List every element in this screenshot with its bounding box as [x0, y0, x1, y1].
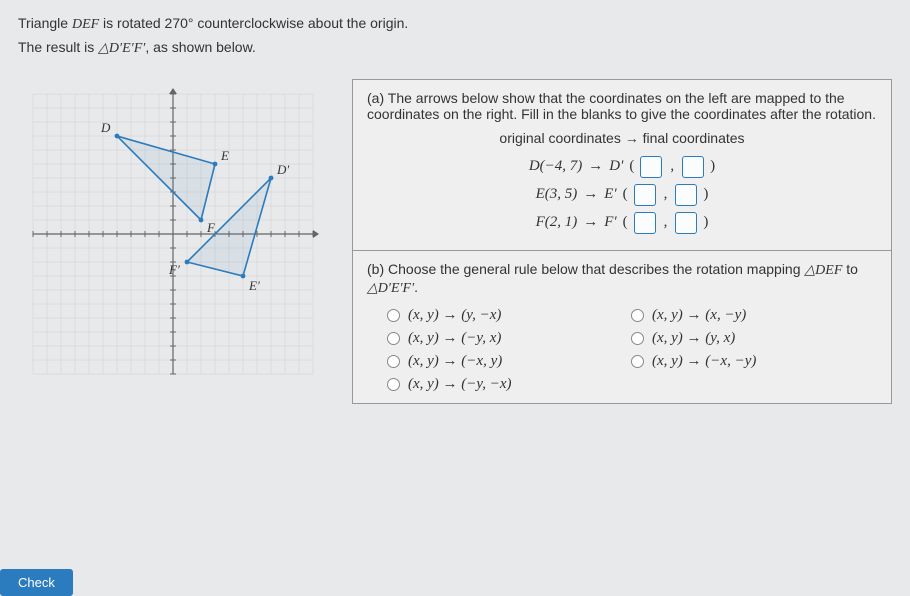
part-b-tri1: △DEF: [804, 263, 842, 278]
choice-text: (x, y) → (y, x): [652, 330, 735, 347]
rule-choice[interactable]: (x, y) → (x, −y): [631, 307, 857, 324]
arrow: →: [583, 214, 598, 231]
coord-row: F(2, 1)→F′(,): [367, 212, 877, 234]
choice-text: (x, y) → (−y, −x): [408, 376, 512, 393]
intro-line1-tri: DEF: [72, 17, 99, 32]
image-coord-label: F′: [604, 214, 616, 231]
radio-icon: [387, 332, 400, 345]
radio-icon: [631, 309, 644, 322]
rule-choice[interactable]: (x, y) → (y, −x): [387, 307, 613, 324]
rule-choice[interactable]: (x, y) → (−y, −x): [387, 376, 613, 393]
blank-y-input[interactable]: [675, 184, 697, 206]
rule-choice[interactable]: (x, y) → (−y, x): [387, 330, 613, 347]
radio-icon: [387, 309, 400, 322]
blank-y-input[interactable]: [675, 212, 697, 234]
part-b-tri2: △D′E′F′: [367, 281, 414, 296]
coord-header: original coordinates → final coordinates: [367, 130, 877, 146]
intro-line1-post: is rotated 270° counterclockwise about t…: [99, 15, 408, 31]
svg-text:F: F: [206, 220, 216, 235]
coord-row: E(3, 5)→E′(,): [367, 184, 877, 206]
coordinate-graph: D E F D′ E′ F′: [18, 79, 328, 409]
graph-svg: D E F D′ E′ F′: [18, 79, 328, 409]
radio-icon: [631, 355, 644, 368]
rule-choice[interactable]: (x, y) → (−x, −y): [631, 353, 857, 370]
part-b-box: (b) Choose the general rule below that d…: [352, 251, 892, 404]
svg-text:E: E: [220, 148, 229, 163]
intro-line2-pre: The result is: [18, 39, 98, 55]
blank-x-input[interactable]: [640, 156, 662, 178]
rule-choice[interactable]: (x, y) → (y, x): [631, 330, 857, 347]
intro-line1-pre: Triangle: [18, 15, 72, 31]
choice-text: (x, y) → (−x, −y): [652, 353, 756, 370]
part-a-box: (a) The arrows below show that the coord…: [352, 79, 892, 251]
choice-text: (x, y) → (x, −y): [652, 307, 746, 324]
radio-icon: [387, 378, 400, 391]
part-b-text-pre: Choose the general rule below that descr…: [388, 261, 804, 277]
arrow: →: [583, 186, 598, 203]
blank-y-input[interactable]: [682, 156, 704, 178]
radio-icon: [387, 355, 400, 368]
orig-coord: D(−4, 7): [529, 158, 582, 175]
svg-text:D′: D′: [276, 162, 289, 177]
intro-line2-post: , as shown below.: [145, 39, 256, 55]
choice-text: (x, y) → (y, −x): [408, 307, 501, 324]
part-b-label: (b): [367, 261, 384, 277]
orig-coord: E(3, 5): [536, 186, 578, 203]
problem-intro: Triangle DEF is rotated 270° countercloc…: [18, 12, 892, 61]
choice-text: (x, y) → (−y, x): [408, 330, 501, 347]
part-b-text-post: .: [414, 279, 418, 295]
check-button[interactable]: Check: [0, 569, 73, 596]
svg-text:F′: F′: [168, 262, 180, 277]
image-coord-label: E′: [604, 186, 616, 203]
part-a-label: (a): [367, 90, 384, 106]
orig-coord: F(2, 1): [536, 214, 578, 231]
radio-icon: [631, 332, 644, 345]
blank-x-input[interactable]: [634, 212, 656, 234]
coord-row: D(−4, 7)→D′(,): [367, 156, 877, 178]
blank-x-input[interactable]: [634, 184, 656, 206]
arrow: →: [588, 158, 603, 175]
intro-line2-tri: △D′E′F′: [98, 41, 145, 56]
svg-text:D: D: [100, 120, 111, 135]
svg-text:E′: E′: [248, 278, 260, 293]
part-a-text: The arrows below show that the coordinat…: [367, 90, 876, 122]
part-b-text-mid: to: [842, 261, 858, 277]
choice-text: (x, y) → (−x, y): [408, 353, 502, 370]
rule-choice[interactable]: (x, y) → (−x, y): [387, 353, 613, 370]
image-coord-label: D′: [609, 158, 623, 175]
